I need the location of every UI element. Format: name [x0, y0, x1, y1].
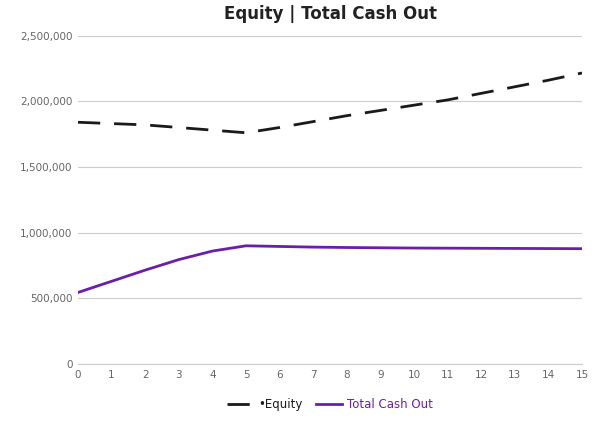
•Equity: [578, 70, 586, 75]
•Equity: [276, 125, 283, 130]
Line: Total Cash Out: Total Cash Out: [78, 246, 582, 293]
Total Cash Out: [276, 244, 283, 249]
•Equity: [410, 103, 418, 108]
Total Cash Out: [578, 246, 586, 251]
Total Cash Out: [175, 257, 182, 262]
•Equity: [242, 130, 250, 135]
•Equity: [209, 127, 216, 133]
•Equity: [511, 84, 518, 89]
Total Cash Out: [74, 290, 82, 295]
•Equity: [74, 119, 82, 125]
Total Cash Out: [444, 246, 451, 251]
Total Cash Out: [511, 246, 518, 251]
Total Cash Out: [377, 245, 384, 250]
Total Cash Out: [242, 243, 250, 249]
•Equity: [310, 119, 317, 124]
Total Cash Out: [142, 267, 149, 273]
•Equity: [377, 108, 384, 113]
Total Cash Out: [343, 245, 350, 250]
•Equity: [478, 91, 485, 96]
Total Cash Out: [209, 248, 216, 254]
Line: •Equity: •Equity: [78, 73, 582, 133]
Title: Equity | Total Cash Out: Equity | Total Cash Out: [223, 5, 437, 23]
•Equity: [175, 125, 182, 130]
Total Cash Out: [108, 279, 115, 284]
Total Cash Out: [478, 246, 485, 251]
Legend: •Equity, Total Cash Out: •Equity, Total Cash Out: [227, 398, 433, 411]
•Equity: [142, 122, 149, 127]
•Equity: [545, 78, 552, 83]
•Equity: [343, 113, 350, 119]
Total Cash Out: [545, 246, 552, 251]
•Equity: [444, 97, 451, 103]
•Equity: [108, 121, 115, 126]
Total Cash Out: [410, 246, 418, 251]
Total Cash Out: [310, 245, 317, 250]
